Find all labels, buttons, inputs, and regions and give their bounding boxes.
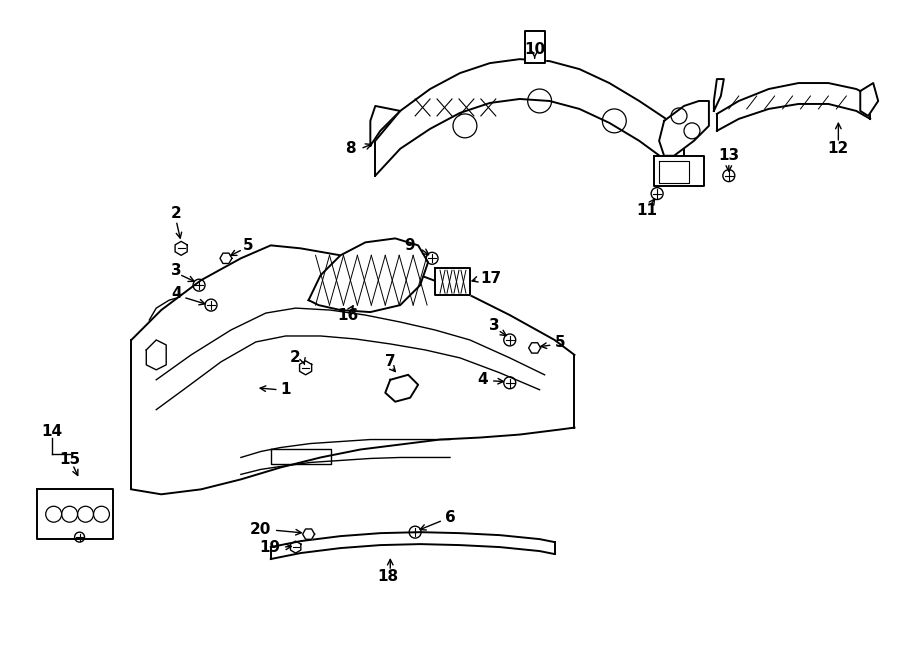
Polygon shape xyxy=(220,253,232,264)
Text: 5: 5 xyxy=(554,335,565,350)
Text: 12: 12 xyxy=(828,141,849,156)
Text: 8: 8 xyxy=(345,141,356,156)
Text: 17: 17 xyxy=(480,271,501,286)
Polygon shape xyxy=(528,343,541,353)
Text: 7: 7 xyxy=(385,354,396,369)
Polygon shape xyxy=(302,529,315,539)
Text: 11: 11 xyxy=(636,203,658,218)
Text: 2: 2 xyxy=(171,206,182,221)
Text: 14: 14 xyxy=(41,424,62,439)
Text: 9: 9 xyxy=(404,238,415,253)
Polygon shape xyxy=(37,489,113,539)
Text: 3: 3 xyxy=(490,317,500,332)
Text: 15: 15 xyxy=(59,452,80,467)
Polygon shape xyxy=(385,375,418,402)
Polygon shape xyxy=(370,106,400,146)
Text: 4: 4 xyxy=(171,286,182,301)
Text: 4: 4 xyxy=(477,372,488,387)
Polygon shape xyxy=(435,268,470,295)
Text: 5: 5 xyxy=(243,238,254,253)
Text: 6: 6 xyxy=(445,510,455,525)
Polygon shape xyxy=(525,31,544,63)
Polygon shape xyxy=(860,83,878,116)
Text: 3: 3 xyxy=(171,263,182,278)
Text: 13: 13 xyxy=(718,148,740,163)
Text: 18: 18 xyxy=(378,570,399,584)
Polygon shape xyxy=(309,239,428,312)
Polygon shape xyxy=(147,340,166,370)
Text: 2: 2 xyxy=(290,350,301,366)
Text: 10: 10 xyxy=(524,42,545,57)
Polygon shape xyxy=(654,156,704,186)
Polygon shape xyxy=(659,101,709,156)
Polygon shape xyxy=(714,79,724,111)
Text: 1: 1 xyxy=(281,382,291,397)
Text: 19: 19 xyxy=(259,539,281,555)
Text: 20: 20 xyxy=(249,522,271,537)
Text: 16: 16 xyxy=(338,307,359,323)
